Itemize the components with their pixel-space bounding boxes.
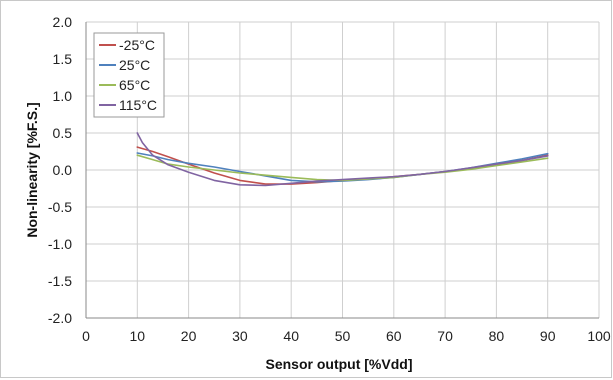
x-tick-label: 50: [335, 328, 351, 344]
gridlines: [85, 21, 600, 319]
series-line-3: [136, 132, 549, 187]
x-tick-label: 100: [587, 328, 611, 344]
y-tick-label: 2.0: [53, 14, 73, 30]
series-lines: [136, 132, 549, 187]
legend-label: 65°C: [119, 77, 150, 93]
y-axis-ticks: 2.0 1.5 1.0 0.5 0.0 -0.5 -1.0 -1.5 -2.0: [48, 14, 72, 326]
x-tick-label: 40: [283, 328, 299, 344]
y-tick-label: -1.0: [48, 236, 72, 252]
y-tick-label: 0.0: [53, 162, 73, 178]
x-tick-label: 30: [232, 328, 248, 344]
x-tick-label: 10: [130, 328, 146, 344]
x-axis-ticks: 0 10 20 30 40 50 60 70 80 90 100: [82, 328, 611, 344]
x-axis-title: Sensor output [%Vdd]: [266, 356, 413, 372]
x-tick-label: 90: [540, 328, 556, 344]
axes: [85, 22, 599, 319]
y-tick-label: 1.5: [53, 51, 73, 67]
x-tick-label: 70: [437, 328, 453, 344]
x-tick-label: 0: [82, 328, 90, 344]
x-tick-label: 20: [181, 328, 197, 344]
legend-label: -25°C: [119, 37, 155, 53]
legend-label: 25°C: [119, 57, 150, 73]
y-tick-label: -0.5: [48, 199, 72, 215]
y-tick-label: -1.5: [48, 273, 72, 289]
y-axis-title: Non-linearity [%F.S.]: [24, 102, 40, 237]
x-tick-label: 80: [489, 328, 505, 344]
x-tick-label: 60: [386, 328, 402, 344]
y-tick-label: 1.0: [53, 88, 73, 104]
legend-box: [93, 32, 165, 118]
legend-label: 115°C: [119, 97, 157, 113]
y-tick-label: 0.5: [53, 125, 73, 141]
legend: -25°C 25°C 65°C 115°C: [93, 32, 165, 118]
y-tick-label: -2.0: [48, 310, 72, 326]
